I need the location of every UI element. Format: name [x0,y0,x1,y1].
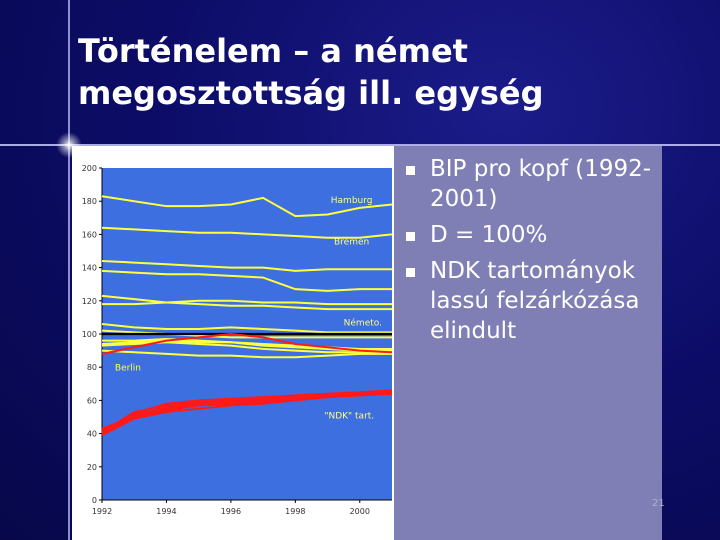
x-tick-label: 1992 [92,507,112,516]
slide-title: Történelem – a német megosztottság ill. … [78,30,698,114]
bullet-text: NDK tartományok lassú felzárkózása elind… [430,258,640,344]
series-line [101,349,392,359]
series-annotation: Hamburg [331,196,373,206]
page-number: 21 [652,498,665,509]
chart-panel: 0 20 40 60 80 100 120 140 160 180 200 1992 1994 1996 1… [72,146,394,540]
y-tick-label: 140 [82,264,97,273]
x-tick-label: 1998 [285,507,305,516]
series-line [102,299,392,306]
series-line [101,332,393,355]
series-annotation: Berlin [115,364,141,374]
series-annotation: "NDK" tart. [324,412,374,422]
bullet-panel [394,146,662,540]
y-tick-label: 0 [92,496,97,505]
y-tick-label: 200 [82,164,97,173]
y-tick-label: 100 [82,330,97,339]
x-tick-label: 1994 [156,507,176,516]
y-tick-label: 80 [87,363,97,372]
bullet-square-icon [406,166,415,175]
gdp-line-chart: 0 20 40 60 80 100 120 140 160 180 200 1992 1994 1996 1… [82,164,393,516]
slide-title-line2: megosztottság ill. egység [78,74,544,112]
y-tick-label: 40 [87,430,97,439]
series-line [101,195,393,218]
series-line [101,392,393,430]
y-tick-label: 160 [82,230,97,239]
series-line [101,259,392,272]
bullet-list: BIP pro kopf (1992-2001) D = 100% NDK ta… [404,154,666,352]
series-line [101,323,392,334]
bullet-item: BIP pro kopf (1992-2001) [404,154,666,214]
series-line [101,269,392,292]
bullet-item: NDK tartományok lassú felzárkózása elind… [404,256,666,346]
y-tick-label: 60 [87,396,97,405]
series-annotation: Németo. [344,318,382,329]
y-tick-label: 180 [82,197,97,206]
bullet-text: D = 100% [430,222,548,248]
bullet-text: BIP pro kopf (1992-2001) [430,156,652,212]
decorative-horizontal-line [0,144,720,146]
bullet-square-icon [406,232,415,241]
bullet-square-icon [406,268,415,277]
decorative-vertical-line [68,0,70,540]
x-tick-label: 2000 [350,507,370,516]
series-annotation: Bremen [334,237,369,247]
x-tick-label: 1996 [221,507,241,516]
slide-title-line1: Történelem – a német [78,32,468,70]
y-tick-label: 120 [82,297,97,306]
series-line [101,226,393,239]
series-line [101,294,392,311]
bullet-item: D = 100% [404,220,666,250]
y-tick-label: 20 [87,463,97,472]
